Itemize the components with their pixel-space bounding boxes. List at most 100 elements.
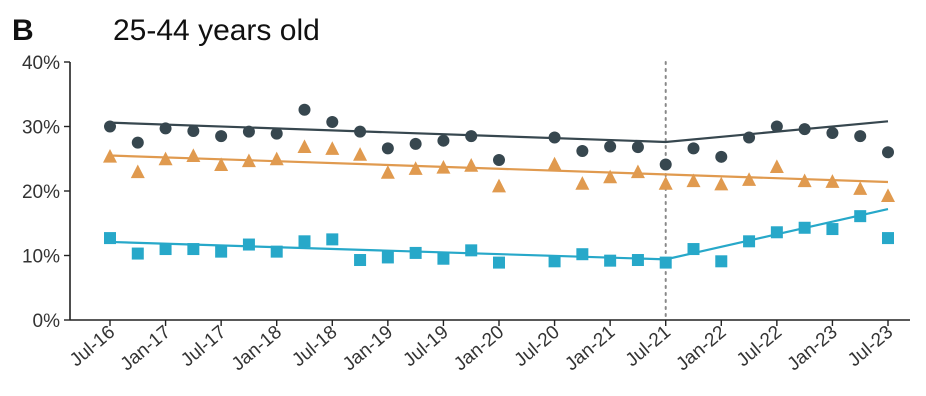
data-point-circle: [409, 137, 422, 150]
data-point-square: [826, 223, 839, 236]
data-point-square: [548, 255, 561, 268]
data-point-triangle: [797, 173, 812, 188]
data-point-square: [104, 232, 116, 245]
data-point-triangle: [353, 147, 368, 161]
data-point-triangle: [408, 161, 423, 175]
data-point-square: [604, 254, 617, 267]
data-point-circle: [493, 154, 505, 167]
data-point-square: [798, 221, 811, 234]
data-point-triangle: [158, 151, 173, 166]
y-tick-label: 10%: [22, 247, 60, 268]
data-point-triangle: [547, 156, 562, 171]
data-point-square: [715, 255, 728, 268]
data-point-square: [882, 232, 894, 245]
data-point-circle: [854, 130, 867, 143]
data-point-square: [493, 256, 505, 269]
data-point-circle: [798, 123, 811, 136]
x-tick-label: Jan-17: [117, 322, 175, 375]
data-point-circle: [548, 131, 561, 144]
data-point-square: [242, 238, 255, 251]
data-point-triangle: [658, 176, 673, 190]
data-point-circle: [298, 103, 311, 116]
x-tick-label: Jul-19: [400, 322, 453, 371]
data-point-square: [354, 254, 367, 267]
y-tick-label: 30%: [22, 118, 60, 139]
data-point-circle: [715, 150, 728, 163]
data-point-circle: [604, 140, 617, 153]
x-tick-label: Jan-23: [784, 322, 842, 375]
data-point-circle: [326, 115, 339, 128]
data-point-triangle: [436, 159, 451, 174]
data-point-square: [409, 246, 422, 259]
data-point-circle: [381, 142, 394, 155]
data-point-square: [770, 226, 783, 239]
plot-area: [103, 61, 895, 321]
data-point-square: [687, 243, 700, 256]
trend-line: [109, 120, 889, 144]
data-point-square: [576, 248, 589, 261]
data-point-triangle: [853, 181, 868, 195]
x-tick-label: Jul-16: [66, 322, 119, 371]
y-tick-label: 40%: [22, 53, 60, 74]
x-tick-label: Jan-20: [450, 322, 508, 375]
data-point-square: [159, 243, 172, 256]
data-point-square: [187, 243, 200, 256]
x-tick-label: Jan-18: [228, 322, 286, 375]
data-point-circle: [215, 130, 228, 143]
data-point-square: [326, 233, 339, 246]
data-point-circle: [687, 142, 700, 155]
y-tick-label: 0%: [33, 311, 61, 332]
data-point-triangle: [603, 169, 618, 184]
data-point-triangle: [297, 139, 312, 153]
x-tick-label: Jan-21: [561, 322, 619, 375]
x-tick-label: Jul-20: [511, 322, 564, 371]
data-point-triangle: [214, 157, 229, 172]
data-point-circle: [242, 125, 255, 138]
data-point-circle: [131, 136, 144, 149]
data-point-circle: [465, 130, 478, 143]
data-point-square: [215, 245, 228, 258]
data-point-circle: [770, 120, 783, 133]
data-point-square: [631, 254, 644, 267]
data-point-triangle: [103, 149, 117, 163]
x-tick-label: Jul-23: [844, 322, 897, 371]
data-point-square: [854, 210, 867, 223]
data-point-square: [131, 247, 144, 260]
x-tick-label: Jan-22: [672, 322, 730, 375]
x-tick-label: Jul-22: [733, 322, 786, 371]
data-point-triangle: [630, 164, 645, 179]
y-axis: 0% 10% 20% 30% 40%: [22, 53, 71, 332]
data-point-circle: [826, 126, 839, 139]
data-point-triangle: [186, 148, 201, 163]
data-point-triangle: [380, 165, 395, 179]
data-point-triangle: [881, 188, 895, 203]
data-point-square: [381, 251, 394, 264]
data-point-circle: [631, 141, 644, 154]
data-point-square: [659, 256, 672, 269]
data-point-triangle: [241, 153, 256, 168]
data-point-square: [298, 235, 311, 248]
data-point-circle: [659, 158, 672, 171]
x-tick-label: Jan-19: [339, 322, 397, 375]
data-point-triangle: [714, 176, 729, 191]
data-point-triangle: [325, 141, 340, 155]
data-point-triangle: [492, 178, 506, 193]
x-tick-label: Jul-21: [622, 322, 675, 371]
data-point-circle: [743, 131, 756, 144]
data-point-square: [743, 235, 756, 248]
trend-line: [109, 154, 889, 184]
data-point-circle: [882, 146, 894, 159]
x-tick-label: Jul-18: [288, 322, 341, 371]
data-point-circle: [437, 134, 450, 147]
data-point-triangle: [130, 164, 145, 179]
data-point-triangle: [269, 151, 284, 166]
data-point-circle: [576, 145, 589, 158]
data-point-circle: [270, 127, 283, 140]
data-point-triangle: [769, 159, 784, 173]
data-point-square: [465, 244, 478, 257]
chart-title: 25-44 years old: [113, 14, 320, 47]
x-tick-label: Jul-17: [177, 322, 230, 371]
data-point-circle: [104, 120, 116, 133]
